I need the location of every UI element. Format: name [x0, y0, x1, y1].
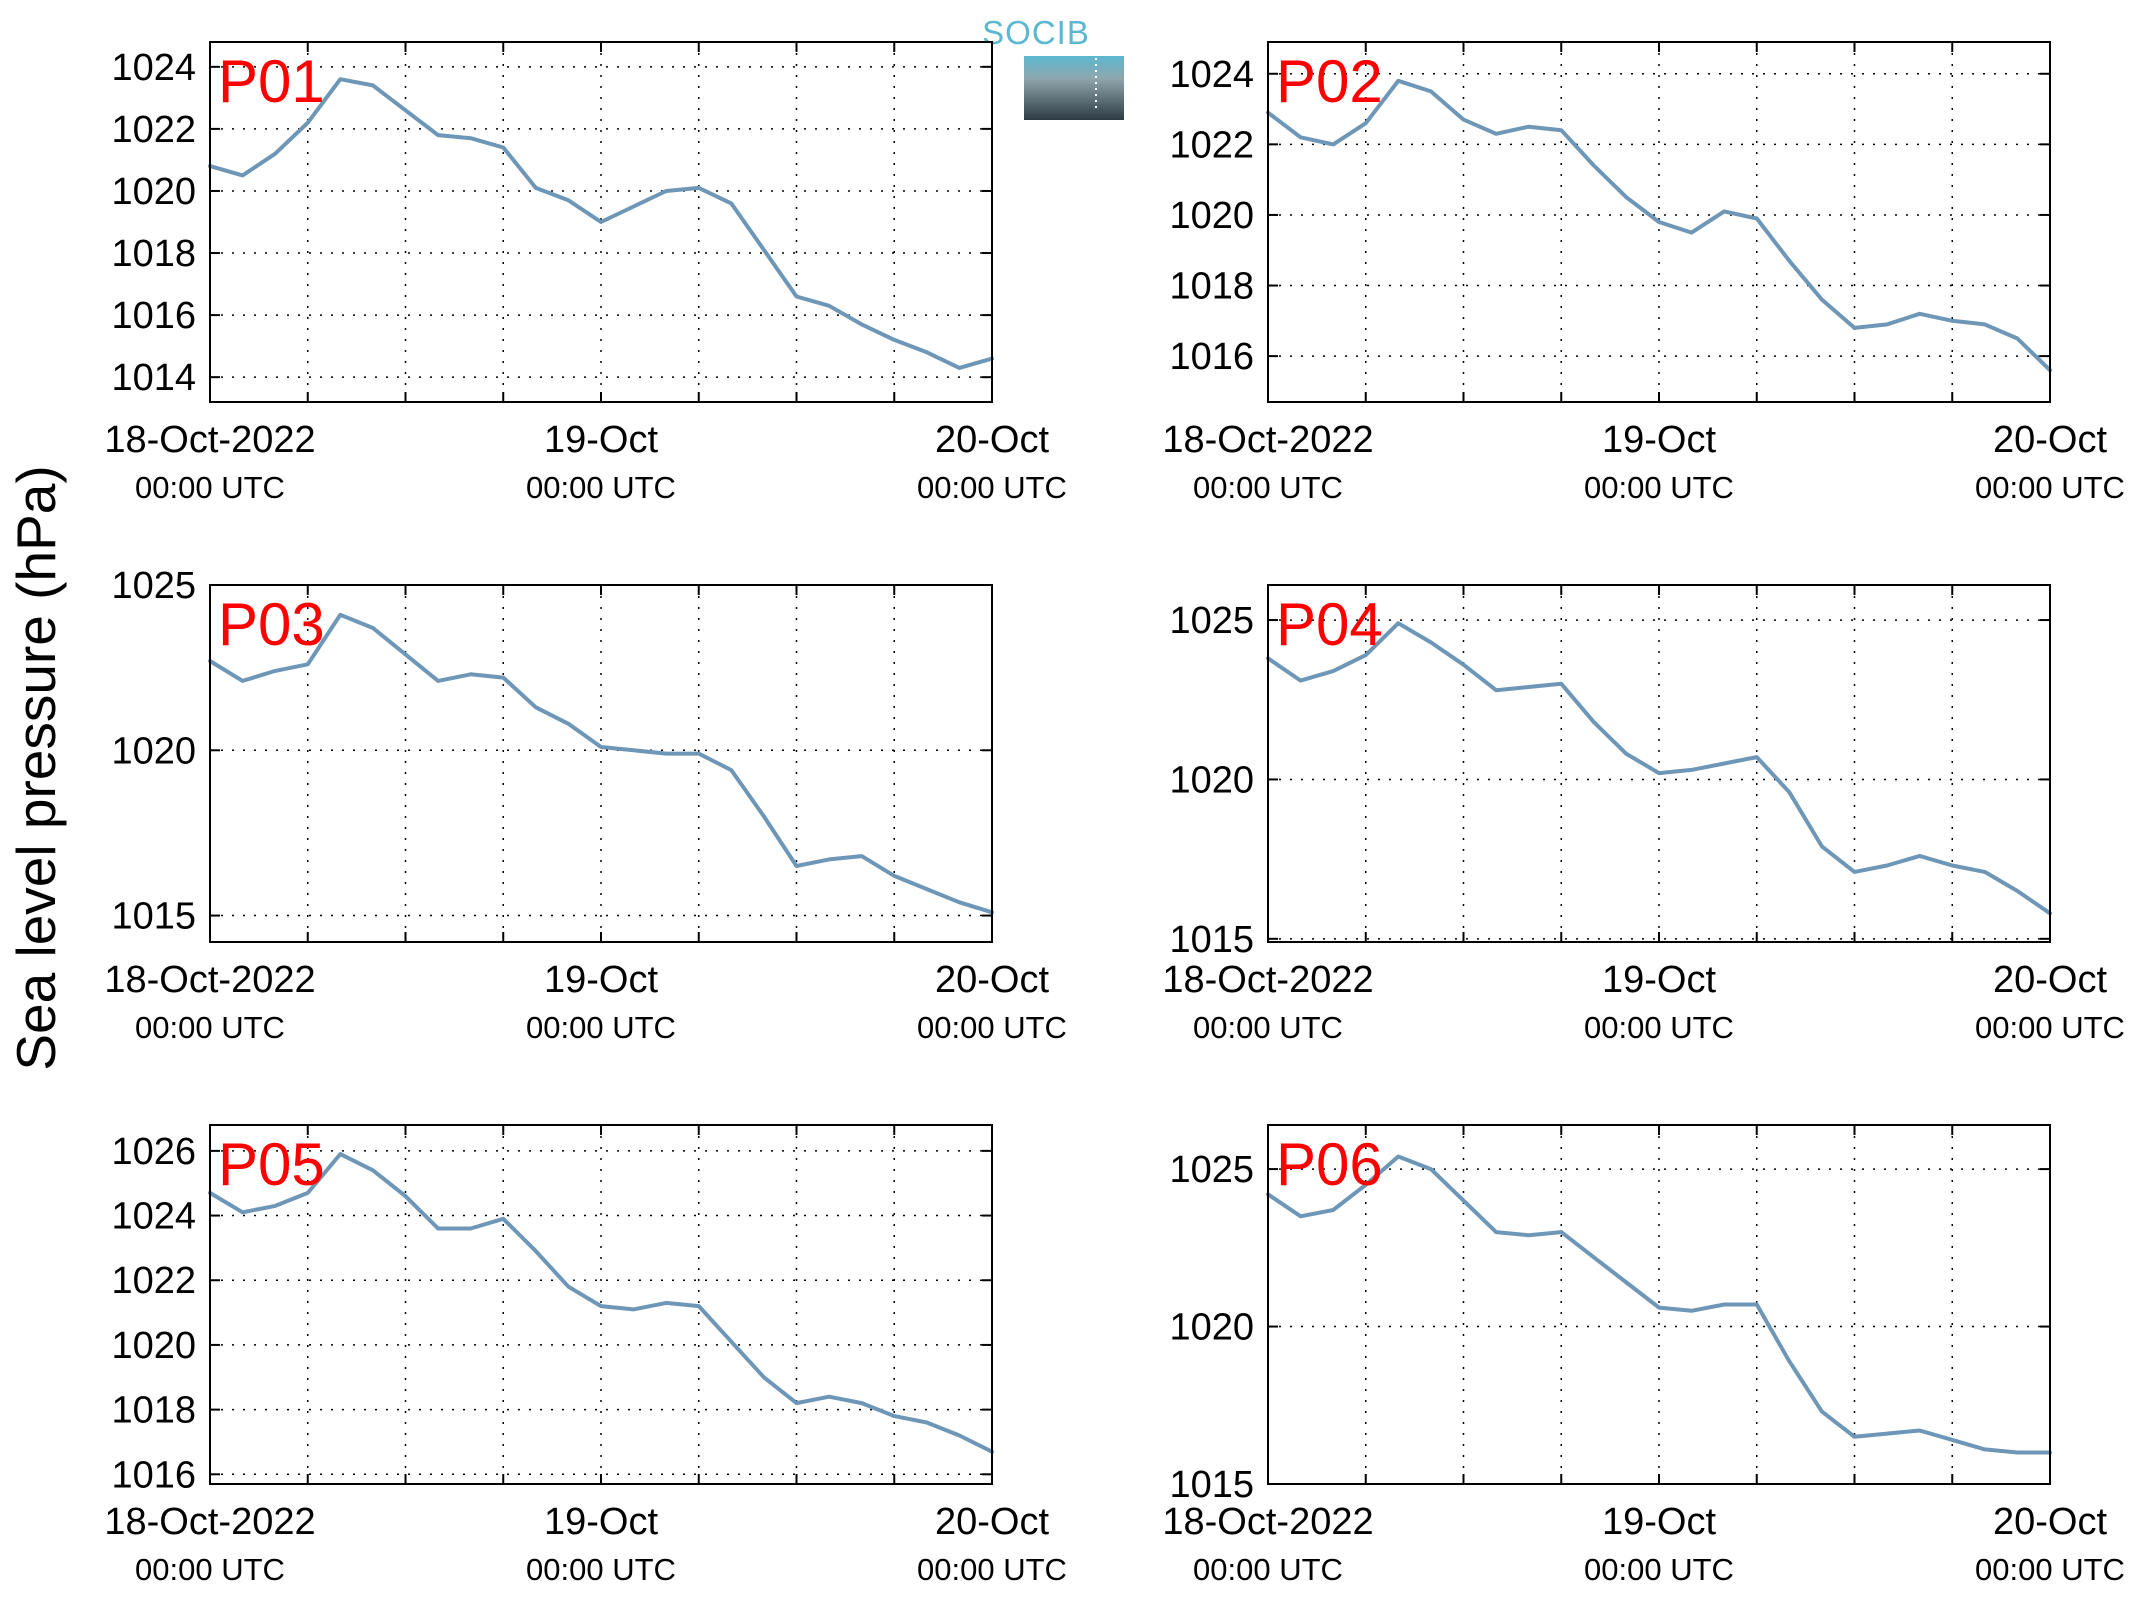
panel-label-4: P04	[1276, 591, 1383, 658]
y-tick-label: 1020	[111, 730, 196, 772]
x-tick-sublabel: 00:00 UTC	[1193, 1552, 1343, 1587]
x-tick-sublabel: 00:00 UTC	[917, 1010, 1067, 1045]
x-tick-label: 19-Oct	[544, 1501, 658, 1543]
plot-frame-5	[209, 1124, 993, 1485]
socib-logo-mark	[1024, 56, 1124, 120]
panel-label-6: P06	[1276, 1131, 1383, 1198]
y-tick-label: 1016	[111, 295, 196, 337]
plot-frame-4	[1267, 584, 2051, 943]
panel-5: 1016 1018 1020 1022 1024 1026 18-Oct-2022 00:00…	[104, 1124, 1067, 1587]
y-tick-label: 1022	[1169, 124, 1254, 166]
y-tick-label: 1018	[111, 233, 196, 275]
series-line-6-1	[1266, 1154, 2052, 1455]
x-tick-label: 19-Oct	[544, 419, 658, 461]
x-tick-label: 20-Oct	[935, 419, 1049, 461]
y-tick-label: 1018	[111, 1390, 196, 1432]
socib-logo: SOCIB	[982, 14, 1124, 120]
x-tick-label: 18-Oct-2022	[104, 959, 315, 1001]
x-tick-sublabel: 00:00 UTC	[1584, 1552, 1734, 1587]
plot-area-3	[210, 585, 992, 942]
plot-area-6	[1268, 1125, 2050, 1484]
x-tick-label: 20-Oct	[1993, 419, 2107, 461]
x-tick-label: 18-Oct-2022	[1162, 959, 1373, 1001]
y-tick-label: 1024	[111, 47, 196, 89]
x-tick-sublabel: 00:00 UTC	[1193, 1010, 1343, 1045]
series-line-2-1	[1266, 78, 2052, 373]
x-tick-sublabel: 00:00 UTC	[1975, 1552, 2125, 1587]
x-tick-sublabel: 00:00 UTC	[526, 470, 676, 505]
plot-frame-6	[1267, 1124, 2051, 1485]
x-tick-label: 18-Oct-2022	[1162, 419, 1373, 461]
y-tick-label: 1018	[1169, 266, 1254, 308]
y-tick-label: 1025	[1169, 600, 1254, 642]
y-tick-label: 1022	[111, 109, 196, 151]
x-tick-sublabel: 00:00 UTC	[1584, 470, 1734, 505]
panels: 1014 1016 1018 1020 1022 1024 18-Oct-2022 00:00…	[104, 41, 2125, 1587]
y-tick-label: 1014	[111, 357, 196, 399]
panel-3: 1015 1020 1025 18-Oct-2022 00:00 UTC 19-Oct 00…	[104, 565, 1067, 1045]
y-axis-label: Sea level pressure (hPa)	[5, 465, 67, 1070]
panel-2: 1016 1018 1020 1022 1024 18-Oct-2022 00:00 UTC…	[1162, 41, 2125, 505]
x-tick-sublabel: 00:00 UTC	[1975, 1010, 2125, 1045]
x-tick-label: 18-Oct-2022	[104, 1501, 315, 1543]
y-tick-label: 1016	[111, 1454, 196, 1496]
y-tick-label: 1025	[1169, 1149, 1254, 1191]
x-tick-sublabel: 00:00 UTC	[917, 470, 1067, 505]
x-tick-sublabel: 00:00 UTC	[1975, 470, 2125, 505]
x-tick-sublabel: 00:00 UTC	[135, 470, 285, 505]
y-tick-label: 1020	[1169, 195, 1254, 237]
plot-frame-1	[209, 41, 993, 403]
x-tick-label: 19-Oct	[1602, 419, 1716, 461]
panel-label-3: P03	[218, 591, 325, 658]
x-tick-sublabel: 00:00 UTC	[917, 1552, 1067, 1587]
series-line-3-1	[208, 612, 994, 915]
x-tick-label: 19-Oct	[1602, 1501, 1716, 1543]
x-tick-label: 20-Oct	[935, 959, 1049, 1001]
y-tick-label: 1015	[111, 896, 196, 938]
y-tick-label: 1026	[111, 1131, 196, 1173]
y-tick-label: 1020	[1169, 759, 1254, 801]
y-tick-label: 1025	[111, 565, 196, 607]
x-tick-label: 19-Oct	[544, 959, 658, 1001]
series-line-1-1	[208, 77, 994, 370]
x-tick-sublabel: 00:00 UTC	[135, 1552, 285, 1587]
y-tick-label: 1020	[111, 171, 196, 213]
x-tick-sublabel: 00:00 UTC	[526, 1010, 676, 1045]
x-tick-sublabel: 00:00 UTC	[1193, 470, 1343, 505]
x-tick-label: 20-Oct	[1993, 959, 2107, 1001]
y-tick-label: 1015	[1169, 1464, 1254, 1506]
x-tick-sublabel: 00:00 UTC	[1584, 1010, 1734, 1045]
x-tick-label: 20-Oct	[1993, 1501, 2107, 1543]
panel-label-1: P01	[218, 48, 325, 115]
y-tick-label: 1024	[1169, 54, 1254, 96]
plot-frame-3	[209, 584, 993, 943]
socib-logo-text: SOCIB	[982, 14, 1090, 51]
y-tick-label: 1020	[1169, 1307, 1254, 1349]
x-tick-label: 19-Oct	[1602, 959, 1716, 1001]
plot-frame-2	[1267, 41, 2051, 403]
y-tick-label: 1022	[111, 1260, 196, 1302]
x-tick-sublabel: 00:00 UTC	[526, 1552, 676, 1587]
y-tick-label: 1020	[111, 1325, 196, 1367]
series-line-5-1	[208, 1152, 994, 1454]
series-line-4-1	[1266, 621, 2052, 916]
x-tick-label: 20-Oct	[935, 1501, 1049, 1543]
x-tick-label: 18-Oct-2022	[1162, 1501, 1373, 1543]
y-tick-label: 1015	[1169, 919, 1254, 961]
panel-1: 1014 1016 1018 1020 1022 1024 18-Oct-2022 00:00…	[104, 41, 1067, 505]
y-tick-label: 1024	[111, 1196, 196, 1238]
panel-6: 1015 1020 1025 18-Oct-2022 00:00 UTC 19-Oct 00…	[1162, 1124, 2125, 1587]
panel-label-2: P02	[1276, 48, 1383, 115]
y-tick-label: 1016	[1169, 336, 1254, 378]
panel-4: 1015 1020 1025 18-Oct-2022 00:00 UTC 19-Oct 00…	[1162, 584, 2125, 1045]
panel-label-5: P05	[218, 1131, 325, 1198]
x-tick-sublabel: 00:00 UTC	[135, 1010, 285, 1045]
x-tick-label: 18-Oct-2022	[104, 419, 315, 461]
